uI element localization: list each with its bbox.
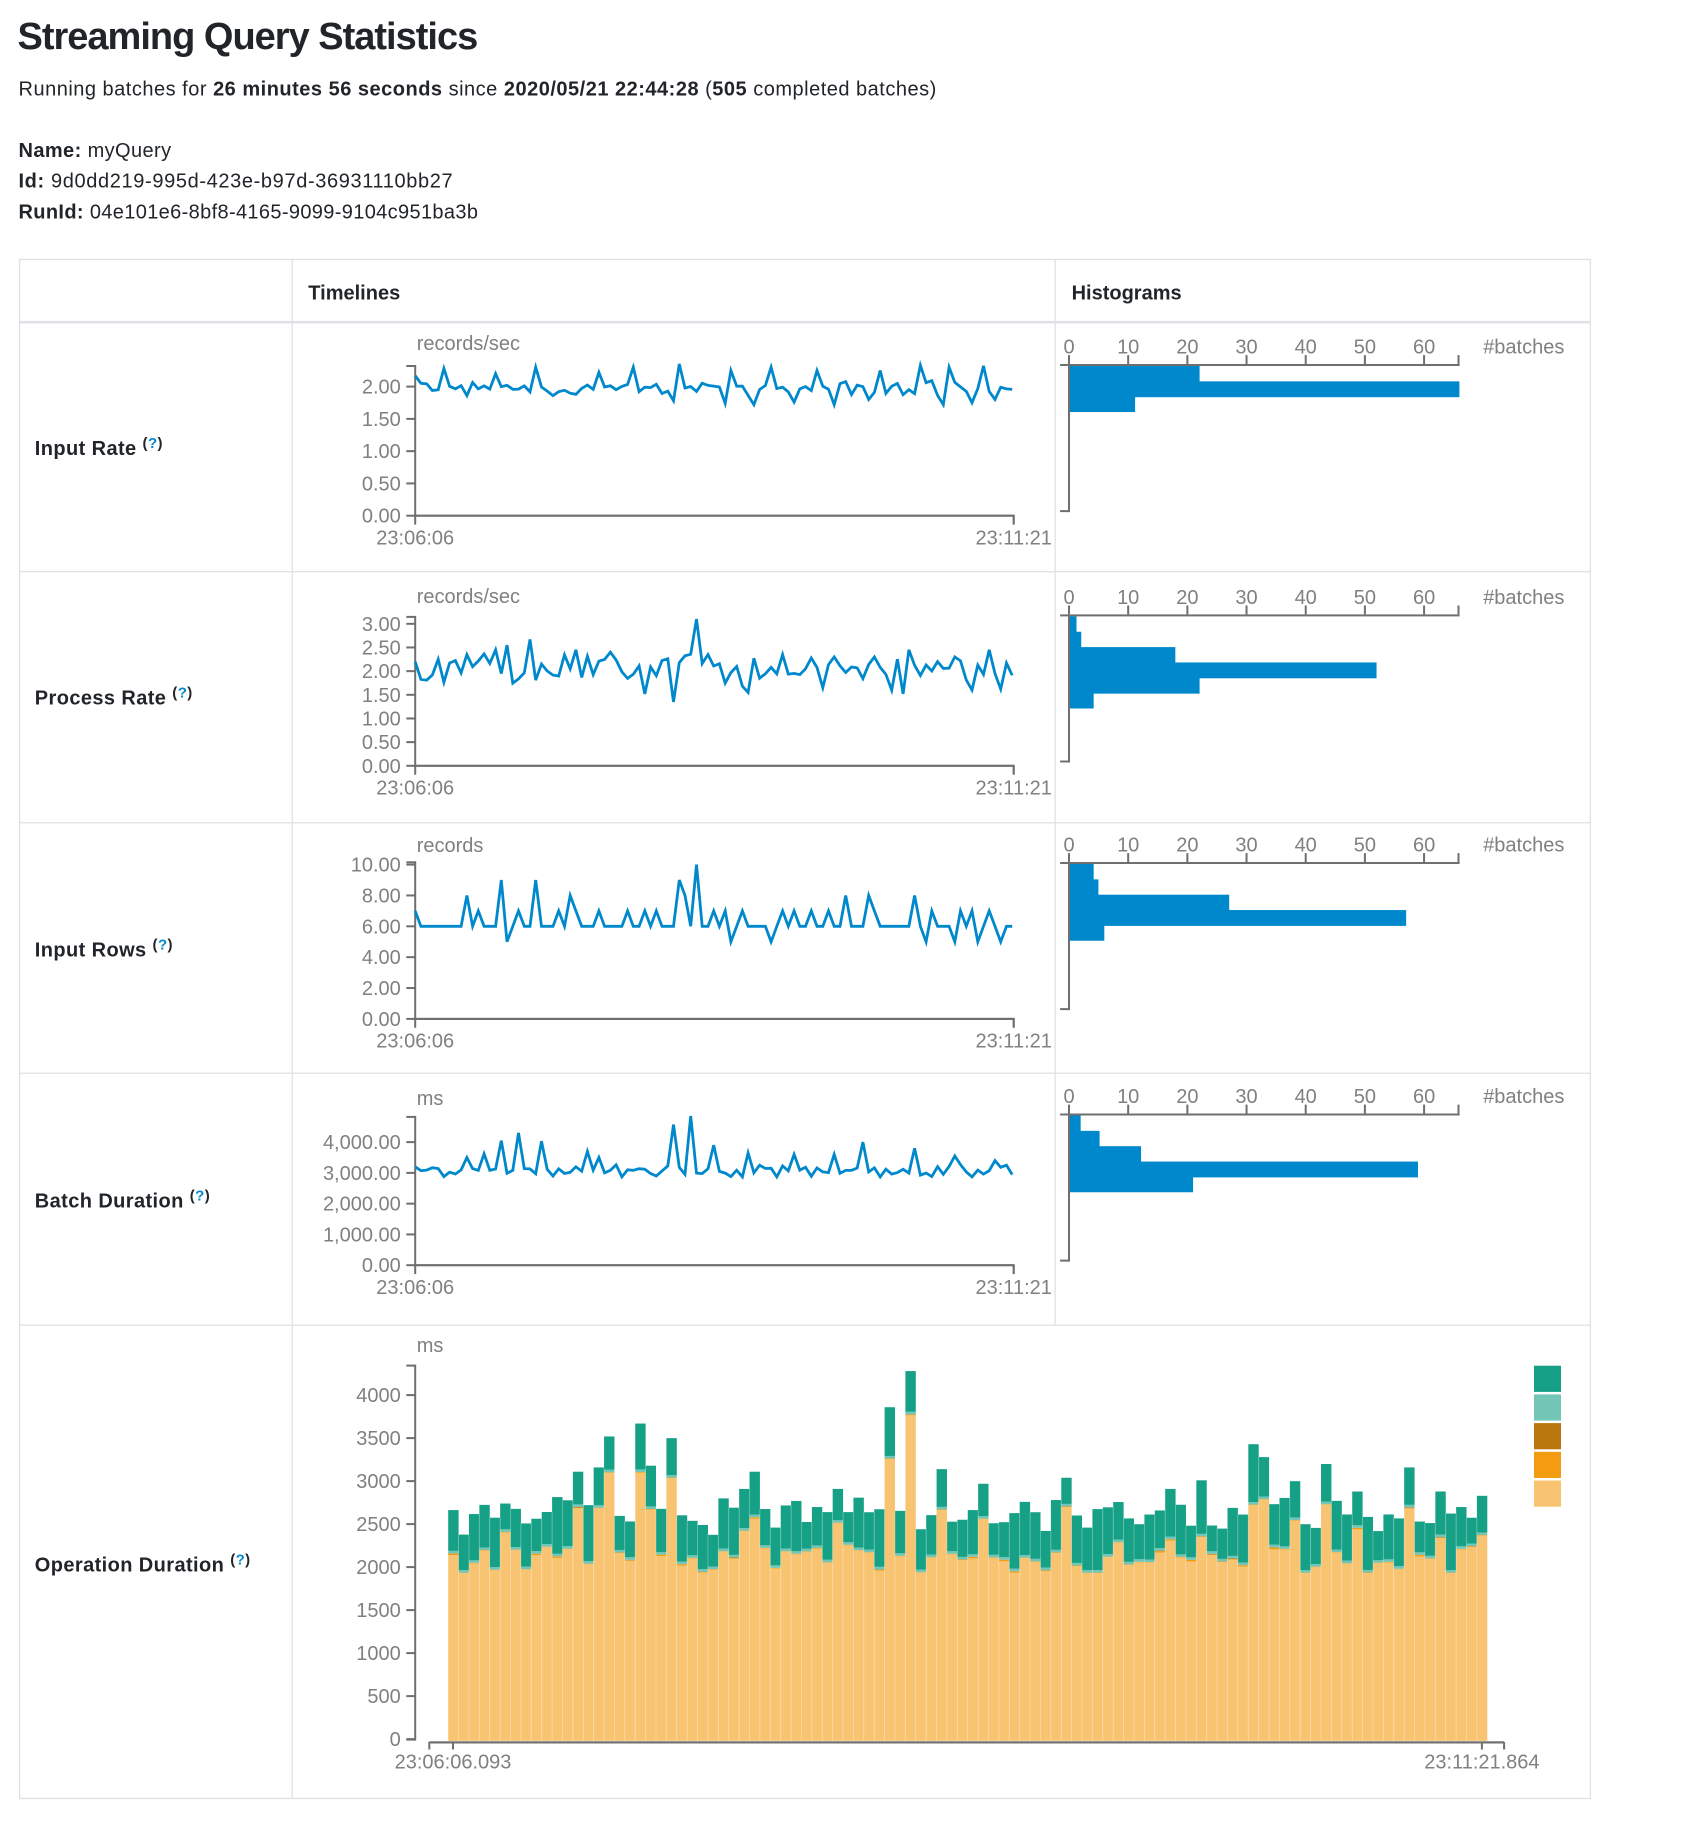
- svg-text:#batches: #batches: [1483, 835, 1564, 857]
- svg-text:23:06:06: 23:06:06: [376, 1277, 454, 1299]
- svg-text:2000: 2000: [356, 1557, 401, 1579]
- svg-text:3,000.00: 3,000.00: [323, 1163, 401, 1185]
- svg-text:0: 0: [1063, 1086, 1074, 1108]
- svg-text:23:11:21: 23:11:21: [976, 777, 1052, 799]
- svg-text:#batches: #batches: [1483, 1086, 1564, 1108]
- svg-text:50: 50: [1354, 587, 1376, 609]
- svg-text:20: 20: [1176, 587, 1198, 609]
- svg-text:3000: 3000: [356, 1471, 401, 1493]
- svg-text:30: 30: [1235, 835, 1257, 857]
- svg-text:23:06:06: 23:06:06: [376, 777, 454, 799]
- svg-text:8.00: 8.00: [362, 886, 401, 908]
- svg-text:40: 40: [1295, 587, 1317, 609]
- svg-text:Input Rate (?): Input Rate (?): [35, 435, 163, 460]
- svg-text:0: 0: [1063, 835, 1074, 857]
- svg-text:#batches: #batches: [1483, 337, 1564, 359]
- svg-text:60: 60: [1413, 835, 1435, 857]
- svg-text:0: 0: [1063, 337, 1074, 359]
- svg-text:23:11:21: 23:11:21: [976, 1277, 1052, 1299]
- svg-text:50: 50: [1354, 337, 1376, 359]
- svg-text:2.50: 2.50: [362, 638, 401, 660]
- svg-text:1500: 1500: [356, 1600, 401, 1622]
- svg-text:50: 50: [1354, 835, 1376, 857]
- svg-text:records: records: [417, 835, 484, 857]
- svg-text:60: 60: [1413, 587, 1435, 609]
- svg-text:Process Rate (?): Process Rate (?): [35, 685, 193, 710]
- svg-text:23:06:06.093: 23:06:06.093: [395, 1752, 512, 1774]
- svg-text:3500: 3500: [356, 1428, 401, 1450]
- svg-text:30: 30: [1235, 587, 1257, 609]
- svg-text:30: 30: [1235, 337, 1257, 359]
- svg-text:23:06:06: 23:06:06: [376, 527, 454, 549]
- svg-text:Operation Duration (?): Operation Duration (?): [35, 1552, 251, 1577]
- svg-text:1.50: 1.50: [362, 685, 401, 707]
- svg-text:23:11:21: 23:11:21: [976, 1031, 1052, 1053]
- svg-text:40: 40: [1295, 1086, 1317, 1108]
- svg-text:50: 50: [1354, 1086, 1376, 1108]
- svg-text:2500: 2500: [356, 1514, 401, 1536]
- svg-text:4,000.00: 4,000.00: [323, 1132, 401, 1154]
- svg-text:Timelines: Timelines: [308, 282, 400, 304]
- svg-text:20: 20: [1176, 835, 1198, 857]
- svg-text:20: 20: [1176, 1086, 1198, 1108]
- svg-text:RunId: 04e101e6-8bf8-4165-9099: RunId: 04e101e6-8bf8-4165-9099-9104c951b…: [19, 202, 479, 224]
- svg-text:Streaming Query Statistics: Streaming Query Statistics: [18, 16, 478, 58]
- svg-text:60: 60: [1413, 1086, 1435, 1108]
- svg-text:3.00: 3.00: [362, 614, 401, 636]
- svg-text:0.00: 0.00: [362, 506, 401, 528]
- svg-text:2.00: 2.00: [362, 661, 401, 683]
- svg-text:1.50: 1.50: [362, 409, 401, 431]
- svg-text:2,000.00: 2,000.00: [323, 1194, 401, 1216]
- svg-text:10: 10: [1117, 1086, 1139, 1108]
- svg-text:2.00: 2.00: [362, 978, 401, 1000]
- svg-text:1.00: 1.00: [362, 709, 401, 731]
- svg-text:0.50: 0.50: [362, 732, 401, 754]
- svg-text:10: 10: [1117, 337, 1139, 359]
- svg-text:6.00: 6.00: [362, 916, 401, 938]
- svg-text:0: 0: [390, 1729, 401, 1751]
- svg-text:40: 40: [1295, 337, 1317, 359]
- svg-text:500: 500: [367, 1686, 400, 1708]
- svg-text:1.00: 1.00: [362, 441, 401, 463]
- svg-text:20: 20: [1176, 337, 1198, 359]
- svg-text:60: 60: [1413, 337, 1435, 359]
- svg-text:2.00: 2.00: [362, 377, 401, 399]
- svg-text:records/sec: records/sec: [417, 333, 520, 355]
- svg-text:Batch Duration (?): Batch Duration (?): [35, 1188, 210, 1213]
- svg-text:30: 30: [1235, 1086, 1257, 1108]
- svg-text:records/sec: records/sec: [417, 586, 520, 608]
- svg-text:1,000.00: 1,000.00: [323, 1224, 401, 1246]
- svg-text:10: 10: [1117, 587, 1139, 609]
- svg-text:10: 10: [1117, 835, 1139, 857]
- svg-text:40: 40: [1295, 835, 1317, 857]
- svg-text:0.00: 0.00: [362, 1009, 401, 1031]
- svg-text:0: 0: [1063, 587, 1074, 609]
- svg-text:23:06:06: 23:06:06: [376, 1031, 454, 1053]
- svg-text:0.50: 0.50: [362, 473, 401, 495]
- svg-text:Name: myQuery: Name: myQuery: [19, 140, 172, 162]
- svg-text:0.00: 0.00: [362, 1255, 401, 1277]
- svg-text:#batches: #batches: [1483, 587, 1564, 609]
- svg-text:1000: 1000: [356, 1643, 401, 1665]
- svg-text:ms: ms: [417, 1335, 444, 1357]
- svg-text:0.00: 0.00: [362, 756, 401, 778]
- svg-text:Histograms: Histograms: [1072, 282, 1182, 304]
- svg-text:ms: ms: [417, 1088, 444, 1110]
- svg-text:Running batches for 26 minutes: Running batches for 26 minutes 56 second…: [19, 79, 937, 101]
- svg-text:Id: 9d0dd219-995d-423e-b97d-36: Id: 9d0dd219-995d-423e-b97d-36931110bb27: [19, 170, 454, 192]
- svg-text:4000: 4000: [356, 1385, 401, 1407]
- svg-text:23:11:21: 23:11:21: [976, 527, 1052, 549]
- svg-text:4.00: 4.00: [362, 947, 401, 969]
- svg-text:Input Rows (?): Input Rows (?): [35, 937, 173, 962]
- svg-text:10.00: 10.00: [351, 855, 401, 877]
- svg-text:23:11:21.864: 23:11:21.864: [1424, 1752, 1539, 1774]
